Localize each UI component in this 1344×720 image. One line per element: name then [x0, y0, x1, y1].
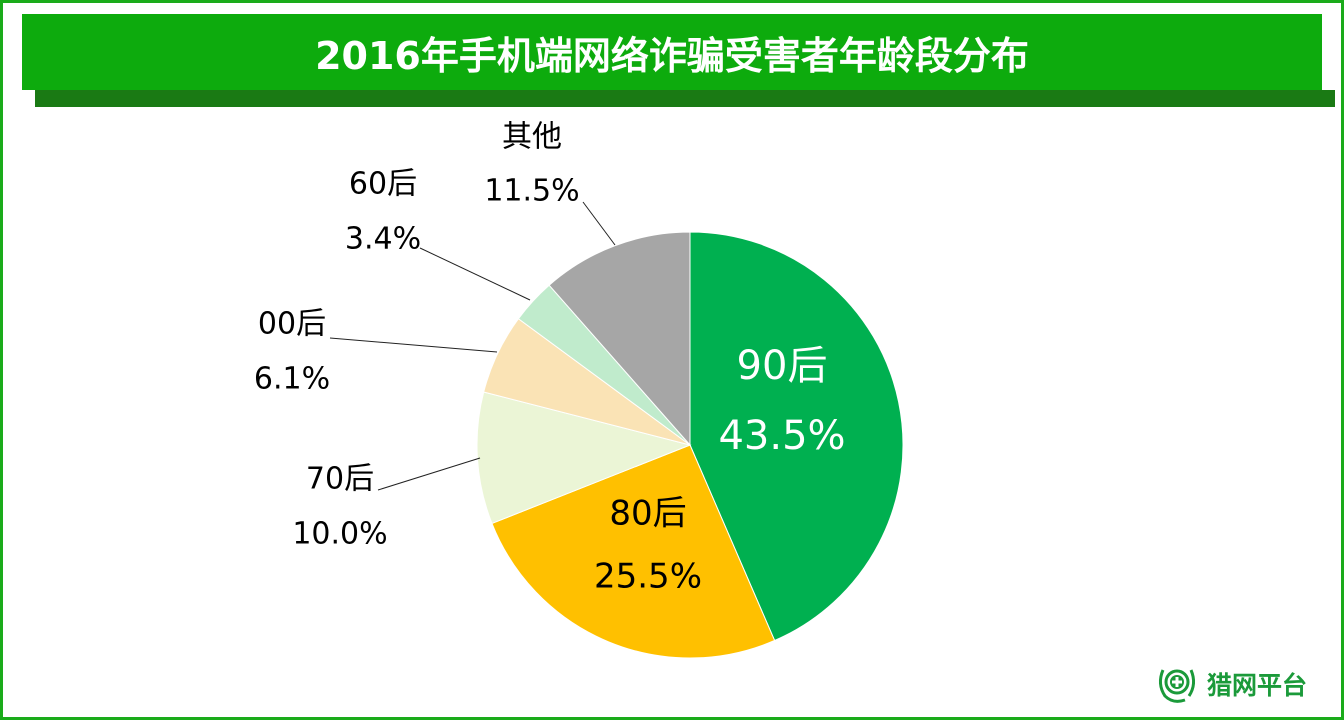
pie-slice [689, 231, 904, 642]
slice-label: 其他 [502, 120, 562, 155]
slice-value-label: 3.4% [345, 222, 421, 257]
title-bar: 2016年手机端网络诈骗受害者年龄段分布 [22, 14, 1322, 90]
slice-label: 60后 [349, 167, 417, 202]
logo: 猎网平台 [1155, 662, 1307, 706]
slice-label: 90后 [737, 343, 828, 389]
title-shadow [35, 90, 1335, 107]
slice-label: 80后 [609, 494, 686, 534]
slice-value-label: 25.5% [594, 557, 702, 597]
slice-label: 00后 [258, 307, 326, 342]
slice-value-label: 10.0% [292, 517, 387, 552]
leader-line [419, 247, 531, 301]
slice-value-label: 43.5% [718, 413, 845, 459]
pie-slice [548, 231, 691, 447]
cross-laurel-icon [1158, 669, 1196, 703]
leader-line [377, 457, 481, 491]
pie-slice [491, 444, 776, 659]
chart-title: 2016年手机端网络诈骗受害者年龄段分布 [315, 33, 1029, 78]
leader-line [329, 337, 498, 353]
leader-line [582, 201, 616, 246]
slice-value-label: 6.1% [254, 362, 330, 397]
slice-label: 70后 [306, 462, 374, 497]
slice-value-label: 11.5% [484, 174, 579, 209]
logo-text: 猎网平台 [1207, 671, 1308, 700]
